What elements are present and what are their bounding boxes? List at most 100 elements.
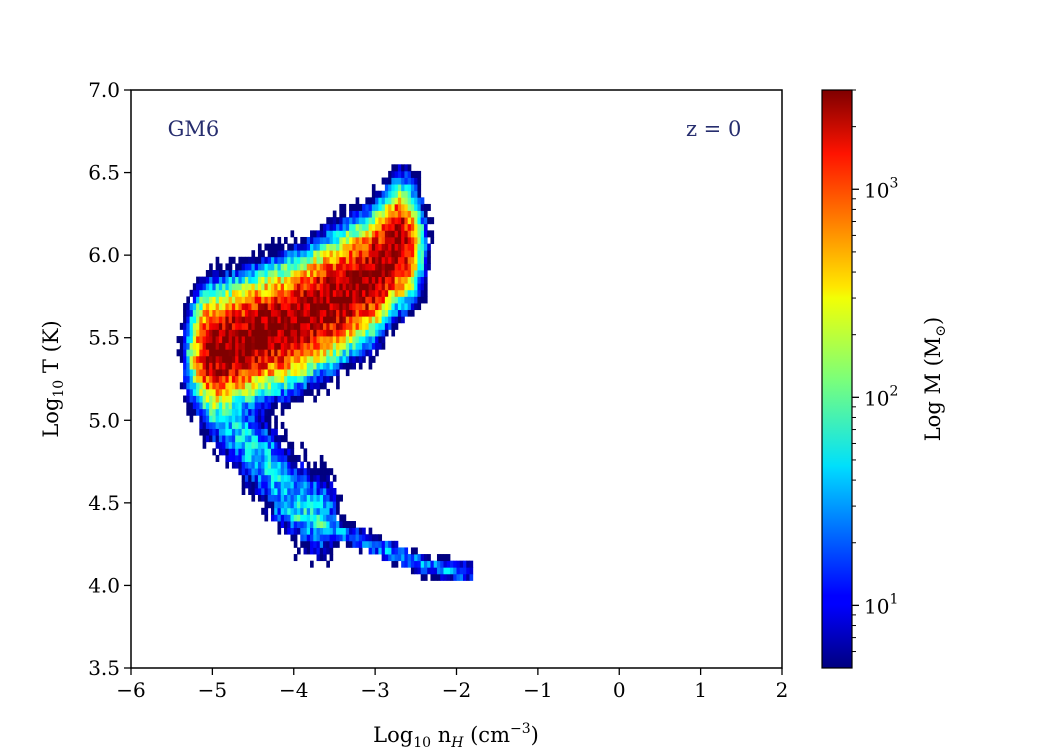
heatmap-cell [241, 382, 246, 390]
heatmap-cell [358, 355, 363, 363]
heatmap-cell [290, 395, 295, 403]
heatmap-cell [189, 369, 194, 377]
heatmap-cell [202, 388, 207, 396]
heatmap-cell [287, 309, 291, 317]
heatmap-cell [212, 289, 217, 297]
heatmap-cell [212, 362, 217, 370]
heatmap-cell [277, 349, 282, 357]
heatmap-cell [358, 322, 363, 330]
heatmap-cell [274, 468, 278, 476]
heatmap-cell [365, 250, 370, 258]
heatmap-cell [225, 369, 230, 377]
heatmap-cell [280, 521, 285, 529]
heatmap-cell [254, 388, 259, 396]
heatmap-cell [381, 203, 386, 211]
heatmap-cell [231, 270, 236, 278]
heatmap-cell [238, 283, 243, 291]
heatmap-cell [297, 395, 301, 403]
heatmap-cell [362, 210, 366, 218]
heatmap-cell [264, 243, 269, 251]
heatmap-cell [231, 349, 236, 357]
heatmap-cell [414, 263, 418, 271]
heatmap-cell [293, 461, 298, 469]
heatmap-cell [310, 481, 314, 489]
heatmap-cell [358, 217, 363, 225]
heatmap-cell [323, 521, 327, 529]
heatmap-cell [277, 243, 282, 251]
heatmap-cell [394, 554, 399, 562]
heatmap-cell [290, 527, 295, 535]
heatmap-cell [225, 329, 230, 337]
heatmap-cell [202, 395, 207, 403]
heatmap-cell [280, 296, 285, 304]
heatmap-cell [235, 296, 239, 304]
heatmap-cell [225, 322, 230, 330]
heatmap-cell [257, 441, 262, 449]
heatmap-cell [466, 573, 470, 581]
heatmap-cell [283, 303, 288, 311]
heatmap-cell [352, 316, 356, 324]
heatmap-cell [371, 296, 376, 304]
heatmap-cell [349, 303, 353, 311]
heatmap-cell [313, 507, 317, 515]
heatmap-cell [313, 501, 317, 509]
heatmap-cell [277, 527, 282, 535]
heatmap-cell [257, 336, 262, 344]
heatmap-cell [355, 527, 360, 535]
heatmap-cell [313, 375, 317, 383]
heatmap-cell [349, 263, 353, 271]
heatmap-cell [244, 349, 249, 357]
heatmap-cell [352, 336, 356, 344]
heatmap-cell [329, 369, 334, 377]
heatmap-cell [368, 256, 373, 264]
heatmap-cell [323, 256, 327, 264]
heatmap-cell [254, 316, 259, 324]
heatmap-cell [248, 362, 252, 370]
heatmap-cell [381, 190, 386, 198]
heatmap-cell [420, 270, 425, 278]
heatmap-cell [222, 441, 226, 449]
heatmap-cell [287, 382, 291, 390]
heatmap-cell [329, 270, 334, 278]
heatmap-cell [270, 402, 275, 410]
heatmap-cell [300, 527, 304, 535]
heatmap-cell [417, 197, 422, 205]
heatmap-cell [183, 336, 187, 344]
heatmap-cell [251, 481, 256, 489]
heatmap-cell [270, 494, 275, 502]
heatmap-cell [420, 554, 425, 562]
heatmap-cell [355, 270, 360, 278]
heatmap-cell [375, 540, 379, 548]
heatmap-cell [297, 362, 301, 370]
heatmap-cell [283, 402, 288, 410]
heatmap-cell [297, 289, 301, 297]
heatmap-cell [186, 336, 190, 344]
heatmap-cell [407, 283, 412, 291]
heatmap-cell [261, 349, 265, 357]
heatmap-cell [251, 402, 256, 410]
heatmap-cell [254, 481, 259, 489]
heatmap-cell [293, 263, 298, 271]
heatmap-cell [264, 369, 269, 377]
heatmap-cell [323, 494, 327, 502]
heatmap-cell [257, 362, 262, 370]
heatmap-cell [319, 263, 324, 271]
heatmap-cell [323, 336, 327, 344]
heatmap-cell [277, 303, 282, 311]
heatmap-cell [316, 547, 321, 555]
heatmap-cell [254, 395, 259, 403]
heatmap-cell [368, 289, 373, 297]
heatmap-cell [277, 362, 282, 370]
heatmap-cell [205, 395, 210, 403]
heatmap-cell [371, 243, 376, 251]
heatmap-cell [410, 547, 415, 555]
heatmap-cell [196, 276, 200, 284]
heatmap-cell [345, 263, 350, 271]
heatmap-cell [394, 223, 399, 231]
heatmap-cell [313, 540, 317, 548]
heatmap-cell [417, 184, 422, 192]
heatmap-cell [235, 415, 239, 423]
heatmap-cell [300, 336, 304, 344]
heatmap-cell [222, 329, 226, 337]
heatmap-cell [261, 276, 265, 284]
